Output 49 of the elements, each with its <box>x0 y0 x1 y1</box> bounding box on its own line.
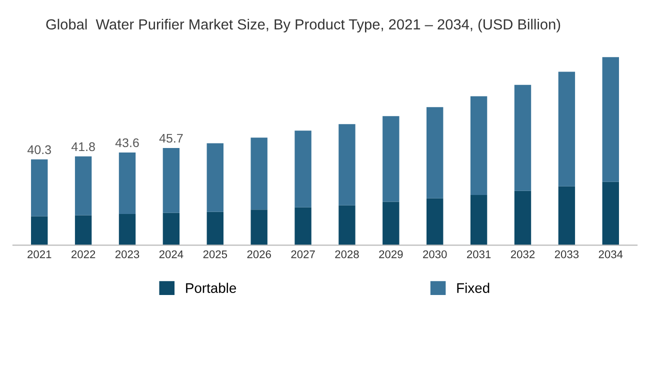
x-tick-label: 2028 <box>335 250 359 258</box>
x-tick-label: 2030 <box>423 250 447 258</box>
annotation: 43.6 <box>115 138 139 148</box>
bar <box>162 148 180 213</box>
x-tick-label: 2033 <box>554 250 579 258</box>
bar <box>206 143 224 212</box>
chart-title: Global Water Purifier Market Size, By Product Type, 2021 – 2034, (USD Billion) <box>46 18 560 32</box>
bar <box>74 215 92 246</box>
x-tick-label: 2034 <box>598 250 623 258</box>
bar <box>338 205 356 246</box>
bar <box>470 194 488 246</box>
x-tick-label: 2032 <box>510 250 535 258</box>
bar <box>382 116 400 202</box>
bar <box>602 57 619 182</box>
x-tick-label: 2022 <box>72 250 96 258</box>
bar <box>250 210 268 246</box>
bar <box>338 124 356 206</box>
bar <box>250 138 268 210</box>
annotation: 41.8 <box>71 142 95 152</box>
bar <box>206 212 224 246</box>
bar <box>118 214 136 246</box>
bar <box>514 190 532 246</box>
bar <box>426 107 444 198</box>
annotation: 45.7 <box>159 134 183 143</box>
bar <box>294 130 312 208</box>
bar <box>118 152 136 214</box>
bar <box>470 96 488 195</box>
legend-label: Portable <box>186 282 236 293</box>
bar <box>558 186 576 246</box>
bar <box>162 212 180 246</box>
bar <box>514 84 532 191</box>
x-tick-label: 2031 <box>467 250 491 258</box>
x-tick-label: 2025 <box>203 250 228 258</box>
annotation: 40.3 <box>27 145 51 154</box>
x-tick-label: 2021 <box>28 250 52 258</box>
bar <box>558 72 576 186</box>
x-tick-label: 2023 <box>115 250 140 258</box>
x-tick-label: 2024 <box>159 250 184 258</box>
bar <box>382 202 400 246</box>
x-tick-label: 2029 <box>379 250 403 258</box>
bar <box>74 156 92 216</box>
bar <box>31 159 48 216</box>
x-tick-label: 2027 <box>291 250 315 258</box>
legend-label: Fixed <box>457 282 490 293</box>
bar <box>294 207 312 246</box>
bar <box>426 198 444 246</box>
x-tick-label: 2026 <box>247 250 271 258</box>
bar <box>31 216 48 246</box>
bar <box>602 182 619 246</box>
